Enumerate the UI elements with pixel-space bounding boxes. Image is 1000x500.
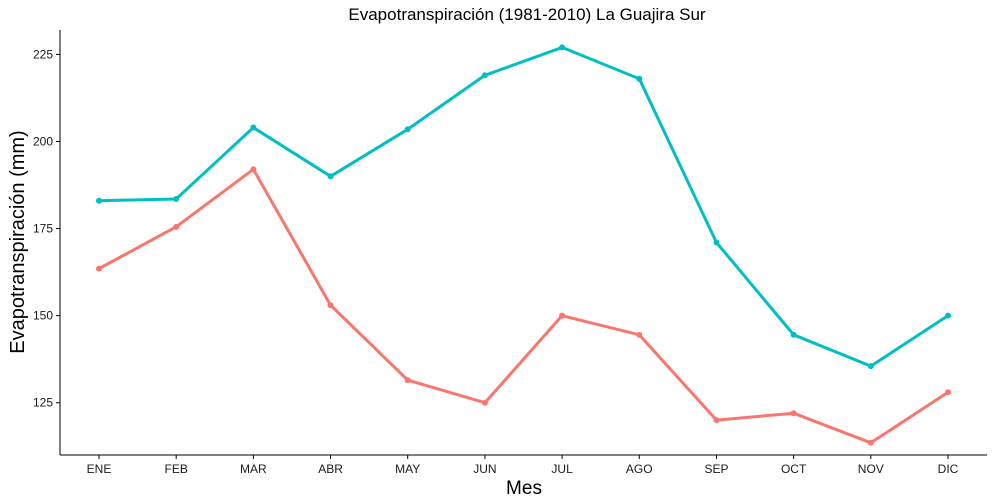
y-tick-label-225: 225 bbox=[33, 47, 53, 61]
series-layer bbox=[96, 44, 951, 446]
y-tick-label-150: 150 bbox=[33, 309, 53, 323]
x-tick-label-mar: MAR bbox=[240, 462, 267, 476]
x-tick-label-jun: JUN bbox=[473, 462, 496, 476]
x-tick-label-oct: OCT bbox=[781, 462, 807, 476]
series-2-point-oct bbox=[790, 331, 797, 338]
series-2-point-may bbox=[404, 126, 411, 133]
chart-title: Evapotranspiración (1981-2010) La Guajir… bbox=[348, 5, 706, 24]
y-axis-title: Evapotranspiración (mm) bbox=[7, 130, 29, 353]
x-tick-label-abr: ABR bbox=[318, 462, 343, 476]
series-2-line bbox=[98, 45, 949, 368]
series-1-point-feb bbox=[173, 223, 180, 230]
x-tick-label-ene: ENE bbox=[87, 462, 112, 476]
series-2-point-ene bbox=[96, 197, 102, 204]
y-axis-ticks: 125 150 175 200 225 bbox=[33, 47, 60, 410]
series-2-point-jun bbox=[481, 72, 488, 79]
series-1-point-ago bbox=[636, 331, 643, 338]
series-1-point-nov bbox=[867, 439, 874, 446]
series-2-point-jul bbox=[559, 44, 566, 51]
series-2-point-ago bbox=[636, 75, 643, 82]
series-2-point-nov bbox=[867, 363, 874, 370]
series-2-point-mar bbox=[250, 124, 257, 131]
series-2-point-feb bbox=[173, 195, 180, 202]
y-tick-label-175: 175 bbox=[33, 222, 53, 236]
series-1-line bbox=[98, 167, 949, 445]
series-2-point-sep bbox=[713, 239, 720, 246]
series-1-point-may bbox=[404, 377, 411, 384]
x-tick-label-may: MAY bbox=[395, 462, 420, 476]
x-axis-title: Mes bbox=[506, 478, 542, 499]
x-tick-label-dic: DIC bbox=[938, 462, 959, 476]
y-tick-label-125: 125 bbox=[33, 396, 53, 410]
series-1-point-jul bbox=[559, 312, 566, 319]
series-1-point-ene bbox=[96, 265, 102, 272]
series-2-point-dic bbox=[945, 312, 951, 319]
x-tick-label-jul: JUL bbox=[551, 462, 573, 476]
x-tick-label-ago: AGO bbox=[626, 462, 653, 476]
x-tick-label-feb: FEB bbox=[165, 462, 188, 476]
series-1-point-sep bbox=[713, 417, 720, 424]
y-tick-label-200: 200 bbox=[33, 134, 53, 148]
series-1-point-abr bbox=[327, 302, 334, 309]
series-2-point-abr bbox=[327, 173, 334, 180]
plot-area: 125 150 175 200 225 ENE FEB MAR ABR MAY JUN JUL AGO… bbox=[33, 30, 987, 476]
x-tick-label-nov: NOV bbox=[858, 462, 884, 476]
series-1-point-jun bbox=[481, 399, 488, 406]
series-1-point-mar bbox=[250, 166, 257, 173]
series-1-point-oct bbox=[790, 410, 797, 417]
x-axis-ticks: ENE FEB MAR ABR MAY JUN JUL AGO SEP OCT NOV DIC bbox=[87, 455, 959, 476]
series-1-point-dic bbox=[945, 389, 951, 396]
x-tick-label-sep: SEP bbox=[704, 462, 728, 476]
